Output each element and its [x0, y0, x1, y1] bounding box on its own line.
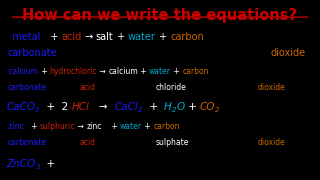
Text: +: +: [156, 32, 170, 42]
Text: hydrochloric: hydrochloric: [50, 68, 97, 76]
Text: dioxide: dioxide: [258, 138, 285, 147]
Text: 2: 2: [172, 107, 176, 113]
Text: calcium: calcium: [6, 68, 38, 76]
Text: +: +: [41, 32, 61, 42]
Text: dioxide: dioxide: [270, 48, 306, 58]
Text: +: +: [40, 159, 55, 169]
Text: CaCO: CaCO: [6, 102, 36, 112]
Text: salt: salt: [96, 32, 114, 42]
Text: CaCl: CaCl: [114, 102, 138, 112]
Text: +  2: + 2: [40, 102, 71, 112]
Text: water: water: [149, 68, 171, 76]
Text: sulphate: sulphate: [155, 138, 188, 147]
Text: O: O: [176, 102, 185, 112]
Text: 3: 3: [36, 107, 40, 113]
Text: acid: acid: [79, 83, 95, 92]
Text: dioxide: dioxide: [258, 83, 285, 92]
Text: 2: 2: [138, 107, 142, 113]
Text: How can we write the equations?: How can we write the equations?: [22, 8, 298, 23]
Text: carbonate: carbonate: [8, 83, 47, 92]
Text: +: +: [138, 68, 149, 76]
Text: carbon: carbon: [170, 32, 204, 42]
Text: +: +: [142, 102, 164, 112]
Text: 2: 2: [215, 107, 220, 113]
Text: zinc: zinc: [6, 122, 24, 131]
Text: zinc: zinc: [86, 122, 102, 131]
Text: carbonate: carbonate: [8, 138, 47, 147]
Text: CO: CO: [200, 102, 215, 112]
Text: metal: metal: [6, 32, 41, 42]
Text: water: water: [128, 32, 156, 42]
Text: calcium: calcium: [108, 68, 138, 76]
Text: →: →: [82, 32, 96, 42]
Text: →: →: [89, 102, 114, 112]
Text: acid: acid: [61, 32, 82, 42]
Text: carbon: carbon: [153, 122, 180, 131]
Text: +: +: [142, 122, 153, 131]
Text: sulphuric: sulphuric: [40, 122, 76, 131]
Text: chloride: chloride: [155, 83, 186, 92]
Text: →: →: [76, 122, 86, 131]
Text: acid: acid: [79, 138, 95, 147]
Text: +: +: [38, 68, 50, 76]
Text: ZnCO: ZnCO: [6, 159, 36, 169]
Text: →: →: [97, 68, 108, 76]
Text: +: +: [24, 122, 40, 131]
Text: +: +: [185, 102, 200, 112]
Text: HCl: HCl: [71, 102, 89, 112]
Text: carbon: carbon: [182, 68, 209, 76]
Text: carbonate: carbonate: [8, 48, 58, 58]
Text: H: H: [164, 102, 172, 112]
Text: +: +: [171, 68, 182, 76]
Text: water: water: [120, 122, 142, 131]
Text: 3: 3: [36, 164, 40, 170]
Text: +: +: [114, 32, 128, 42]
Text: +: +: [102, 122, 120, 131]
